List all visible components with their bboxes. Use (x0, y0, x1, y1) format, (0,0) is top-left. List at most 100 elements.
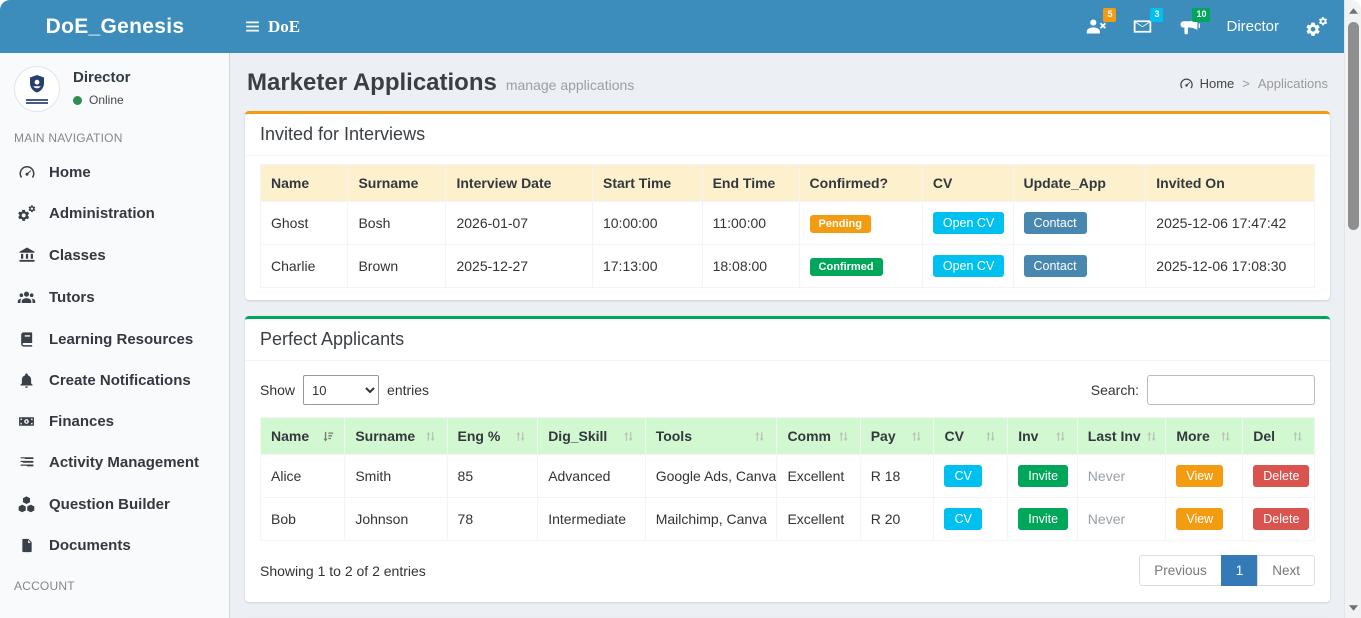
sidebar-user-panel: Director Online (0, 53, 229, 118)
sidebar-item-label: Finances (49, 413, 115, 430)
sidebar-item-label: Administration (49, 205, 155, 222)
cv-button[interactable]: CV (944, 508, 982, 530)
page-title: Marketer Applications (247, 69, 497, 96)
online-status-label: Online (89, 93, 124, 107)
sort-icon (1291, 430, 1304, 443)
cell-tools: Mailchimp, Canva (644, 497, 778, 541)
perfect-applicants-table: Name Surname Eng % Dig_Skill Tools Comm … (259, 417, 1315, 541)
scrollbar-down-arrow[interactable] (1345, 599, 1361, 616)
sidebar-item-documents[interactable]: Documents (0, 525, 229, 566)
sidebar-item-home[interactable]: Home (0, 151, 229, 193)
contact-button[interactable]: Contact (1023, 212, 1087, 234)
col-cv-sortable[interactable]: CV (933, 417, 1009, 455)
user-menu-button[interactable]: Director (1226, 18, 1279, 35)
open-cv-button[interactable]: Open CV (932, 212, 1005, 234)
col-cv: CV (921, 164, 1014, 202)
sidebar-item-activity-management[interactable]: Activity Management (0, 442, 229, 483)
cv-button[interactable]: CV (944, 465, 982, 487)
cell-end-time: 18:08:00 (701, 244, 800, 288)
cell-name: Ghost (259, 201, 349, 245)
cell-pay: R 20 (859, 497, 935, 541)
entries-info: Showing 1 to 2 of 2 entries (260, 562, 426, 579)
sidebar-item-classes[interactable]: Classes (0, 234, 229, 276)
bell-icon (17, 372, 36, 389)
cell-pay: R 18 (859, 454, 935, 498)
sidebar-item-finances[interactable]: Finances (0, 401, 229, 442)
file-icon (17, 537, 36, 554)
invite-button[interactable]: Invite (1018, 508, 1069, 530)
open-cv-button[interactable]: Open CV (932, 255, 1005, 277)
col-eng-sortable[interactable]: Eng % (446, 417, 539, 455)
pagination-previous-button[interactable]: Previous (1139, 555, 1222, 586)
breadcrumb-home-link[interactable]: Home (1179, 76, 1234, 91)
sidebar-item-tutors[interactable]: Tutors (0, 276, 229, 319)
table-header-row: Name Surname Interview Date Start Time E… (259, 164, 1315, 202)
cell-end-time: 11:00:00 (701, 201, 800, 245)
status-badge-confirmed: Confirmed (809, 257, 883, 276)
navbar-right: 5 3 10 Director (1085, 8, 1328, 37)
scrollbar-up-arrow[interactable] (1345, 2, 1361, 19)
sidebar-item-label: Create Notifications (49, 372, 191, 389)
sidebar-item-administration[interactable]: Administration (0, 193, 229, 234)
cell-eng: 85 (446, 454, 539, 498)
col-surname-sortable[interactable]: Surname (344, 417, 448, 455)
table-row: Ghost Bosh 2026-01-07 10:00:00 11:00:00 … (259, 201, 1315, 245)
sidebar-item-learning-resources[interactable]: Learning Resources (0, 319, 229, 360)
sidebar-toggle[interactable]: DoE (244, 17, 300, 37)
gears-icon (1305, 17, 1328, 37)
sidebar-section-main: MAIN NAVIGATION (14, 131, 123, 145)
col-dig-skill-sortable[interactable]: Dig_Skill (537, 417, 646, 455)
col-last-inv-sortable[interactable]: Last Inv (1076, 417, 1167, 455)
breadcrumb: Home > Applications (1179, 76, 1328, 91)
pagination-page-1-button[interactable]: 1 (1220, 555, 1259, 586)
col-tools-sortable[interactable]: Tools (644, 417, 778, 455)
cell-name: Charlie (259, 244, 349, 288)
cubes-icon (17, 495, 36, 513)
avatar-logo-text (24, 98, 50, 105)
dashboard-icon (1179, 76, 1194, 91)
col-pay-sortable[interactable]: Pay (859, 417, 935, 455)
col-comm-sortable[interactable]: Comm (776, 417, 861, 455)
invite-button[interactable]: Invite (1018, 465, 1069, 487)
invited-interviews-card: Invited for Interviews Name Surname Inte… (245, 111, 1330, 300)
view-button[interactable]: View (1176, 508, 1224, 530)
sort-icon (514, 430, 527, 443)
entries-label: entries (387, 382, 430, 398)
sidebar-item-create-notifications[interactable]: Create Notifications (0, 360, 229, 401)
announcements-menu-button[interactable]: 10 (1179, 8, 1211, 37)
cell-eng: 78 (446, 497, 539, 541)
perfect-applicants-title: Perfect Applicants (245, 319, 1330, 361)
sidebar-item-question-builder[interactable]: Question Builder (0, 483, 229, 525)
show-label: Show (260, 382, 296, 398)
breadcrumb-current: Applications (1257, 75, 1328, 91)
scrollbar-thumb[interactable] (1348, 22, 1359, 230)
online-status-dot (73, 95, 82, 105)
col-end-time: End Time (701, 164, 800, 202)
view-button[interactable]: View (1176, 465, 1224, 487)
messages-menu-button[interactable]: 3 (1132, 8, 1164, 37)
search-input[interactable] (1147, 375, 1315, 405)
applicants-menu-button[interactable]: 5 (1085, 8, 1117, 37)
invited-interviews-title: Invited for Interviews (245, 114, 1330, 156)
col-confirmed: Confirmed? (798, 164, 923, 202)
sort-icon (984, 430, 997, 443)
pagination-next-button[interactable]: Next (1257, 555, 1315, 586)
col-more-sortable[interactable]: More (1165, 417, 1244, 455)
table-row: Bob Johnson 78 Intermediate Mailchimp, C… (259, 497, 1315, 541)
col-inv-sortable[interactable]: Inv (1007, 417, 1078, 455)
sidebar-item-label: Classes (49, 246, 106, 264)
delete-button[interactable]: Delete (1253, 465, 1310, 487)
brand-logo[interactable]: DoE_Genesis (45, 15, 185, 38)
col-del-sortable[interactable]: Del (1242, 417, 1315, 455)
col-name-sortable[interactable]: Name (259, 417, 346, 455)
page-length-select[interactable]: 10 (303, 375, 380, 405)
toggle-label: DoE (268, 16, 301, 36)
applicants-count-badge: 5 (1103, 8, 1117, 22)
dashboard-icon (17, 163, 36, 181)
contact-button[interactable]: Contact (1023, 255, 1087, 277)
delete-button[interactable]: Delete (1253, 508, 1310, 530)
settings-menu-button[interactable] (1305, 17, 1328, 37)
cell-interview-date: 2025-12-27 (445, 244, 593, 288)
bank-icon (17, 246, 36, 264)
